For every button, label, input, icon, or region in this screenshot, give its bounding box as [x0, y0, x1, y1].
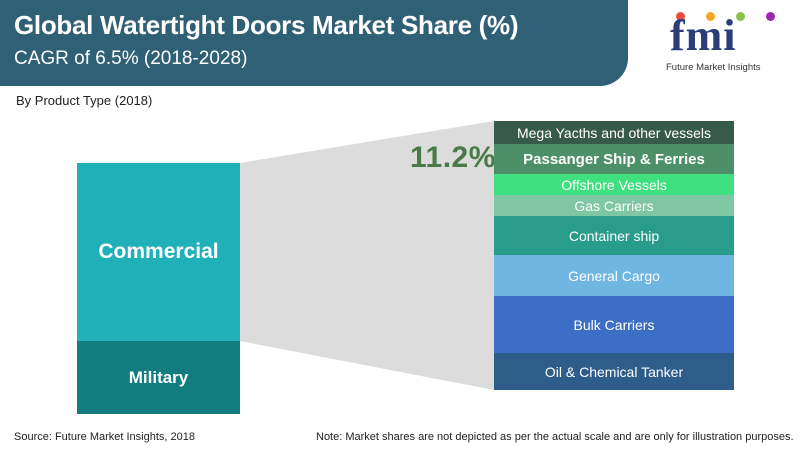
breakdown-label-6: General Cargo: [568, 267, 660, 284]
breakdown-label-1: Mega Yacths and other vessels: [516, 124, 712, 141]
breakdown-segment-5: Container ship: [494, 216, 734, 255]
breakdown-label-2: Passanger Ship & Ferries: [523, 150, 705, 168]
source-note: Source: Future Market Insights, 2018: [14, 431, 195, 443]
highlight-percentage: 11.2%: [410, 141, 496, 174]
chart-title: Global Watertight Doors Market Share (%): [14, 10, 519, 40]
breakdown-segment-4: Gas Carriers: [494, 195, 734, 216]
breakdown-label-4: Gas Carriers: [574, 197, 654, 214]
breakdown-label-7: Bulk Carriers: [573, 316, 655, 333]
logo-tagline: Future Market Insights: [666, 62, 761, 73]
logo-wordmark: fmi: [670, 11, 737, 60]
bar-commercial: Commercial: [77, 163, 240, 341]
logo-dot-4: [766, 12, 775, 21]
bar-label-military: Military: [128, 367, 189, 387]
breakdown-segment-8: Oil & Chemical Tanker: [494, 353, 734, 390]
breakdown-stack: Mega Yacths and other vessels Passanger S…: [494, 121, 734, 390]
breakdown-segment-3: Offshore Vessels: [494, 174, 734, 195]
breakdown-label-8: Oil & Chemical Tanker: [544, 363, 684, 380]
disclaimer-note: Note: Market shares are not depicted as …: [316, 431, 794, 443]
logo-dot-3: [736, 12, 745, 21]
logo-dot-2: [706, 12, 715, 21]
chart-subtitle: CAGR of 6.5% (2018-2028): [14, 48, 248, 69]
bar-label-commercial: Commercial: [98, 240, 219, 263]
bar-military: Military: [77, 341, 240, 414]
funnel-shape: [240, 121, 494, 390]
breakdown-segment-6: General Cargo: [494, 255, 734, 296]
breakdown-label-5: Container ship: [568, 227, 660, 244]
header-band: Global Watertight Doors Market Share (%)…: [0, 0, 628, 86]
breakdown-segment-2: Passanger Ship & Ferries: [494, 144, 734, 174]
logo-dot-1: [676, 12, 685, 21]
fmi-logo: fmi Future Market Insights: [662, 10, 786, 76]
segment-label: By Product Type (2018): [16, 93, 153, 108]
breakdown-segment-1: Mega Yacths and other vessels: [494, 121, 734, 144]
breakdown-segment-7: Bulk Carriers: [494, 296, 734, 353]
breakdown-label-3: Offshore Vessels: [561, 176, 667, 193]
